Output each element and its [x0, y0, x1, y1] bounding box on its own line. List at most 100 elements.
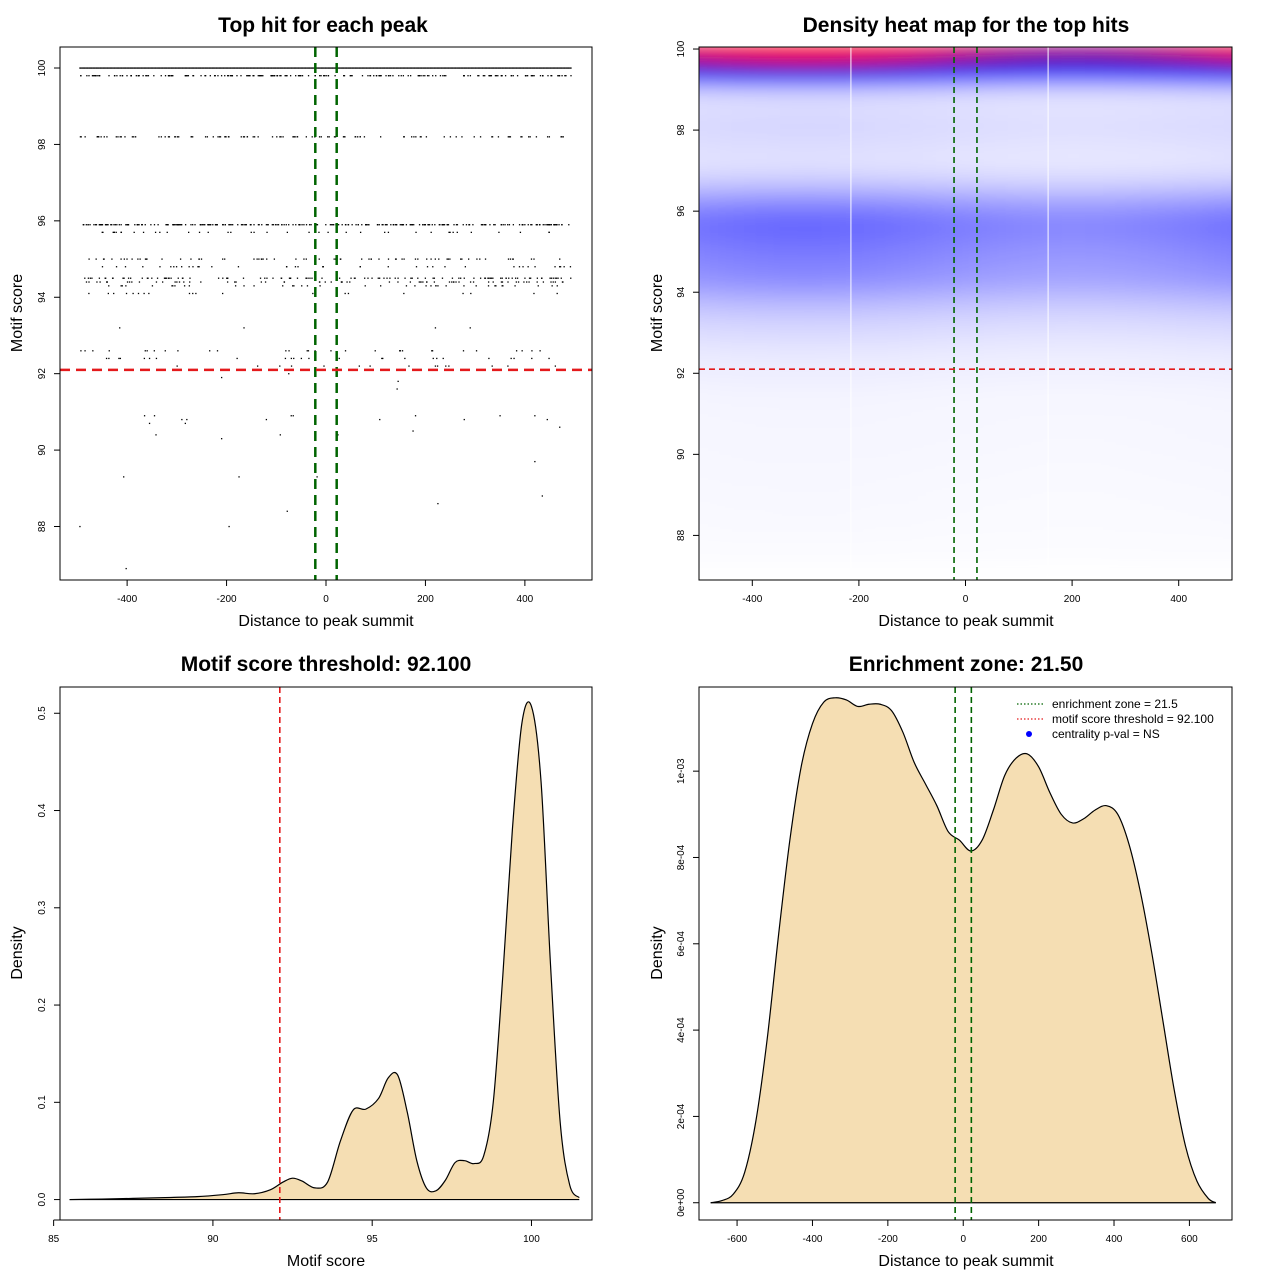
scatter-point — [174, 67, 176, 69]
heatmap-cell — [1109, 294, 1135, 303]
heatmap-cell — [773, 454, 799, 463]
scatter-point — [116, 67, 119, 69]
scatter-point — [284, 67, 286, 69]
heatmap-cell — [845, 442, 871, 451]
heatmap-cell — [821, 63, 847, 72]
heatmap-cell — [1061, 176, 1087, 185]
heatmap-cell — [1109, 401, 1135, 410]
scatter-point — [97, 75, 99, 77]
heatmap-cell — [821, 531, 847, 540]
heatmap-cell — [1037, 223, 1063, 232]
scatter-point — [195, 67, 197, 69]
scatter-point — [382, 224, 384, 226]
y-tick-label: 92 — [37, 368, 48, 380]
scatter-point — [88, 258, 90, 260]
heatmap-cell — [917, 436, 943, 445]
heatmap-cell — [917, 519, 943, 528]
scatter-point — [498, 231, 500, 234]
heatmap-cell — [1133, 318, 1159, 327]
heatmap-cell — [1133, 306, 1159, 315]
scatter-point — [192, 266, 194, 268]
heatmap-cell — [989, 383, 1015, 392]
heatmap-cell — [1109, 543, 1135, 552]
heatmap-cell — [797, 152, 823, 161]
heatmap-reference-lines — [699, 47, 1232, 580]
heatmap-cell — [989, 377, 1015, 386]
heatmap-cell — [1229, 330, 1232, 339]
heatmap-cell — [893, 128, 919, 137]
scatter-point — [462, 67, 464, 69]
heatmap-cell — [1109, 513, 1135, 522]
scatter-point — [556, 292, 558, 295]
scatter-point — [126, 75, 128, 77]
heatmap-cell — [821, 336, 847, 345]
heatmap-cell — [1133, 383, 1159, 392]
distance-density-reference-lines — [954, 687, 973, 1220]
heatmap-cell — [893, 573, 919, 580]
scatter-point — [446, 224, 449, 226]
heatmap-cell — [1085, 442, 1111, 451]
heatmap-cell — [699, 507, 703, 516]
heatmap-cell — [893, 223, 919, 232]
score-density-title: Motif score threshold: 92.100 — [181, 653, 472, 676]
x-tick-label: 200 — [1064, 594, 1081, 605]
heatmap-cell — [869, 194, 895, 202]
heatmap-cell — [989, 389, 1015, 398]
scatter-point — [260, 281, 262, 283]
scatter-point — [153, 75, 155, 77]
heatmap-cell — [821, 188, 847, 197]
heatmap-cell — [821, 312, 847, 321]
heatmap-cell — [989, 413, 1015, 422]
heatmap-cell — [989, 247, 1015, 256]
heatmap-cell — [699, 430, 703, 439]
heatmap-cell — [1013, 111, 1039, 120]
heatmap-cell — [773, 241, 799, 250]
heatmap-cell — [965, 377, 991, 386]
heatmap-cell — [701, 247, 727, 256]
heatmap-cell — [1013, 436, 1039, 445]
scatter-point — [137, 258, 139, 260]
heatmap-cell — [1157, 519, 1183, 528]
scatter-point — [333, 224, 335, 226]
scatter-point — [204, 67, 206, 69]
heatmap-cell — [1133, 466, 1159, 475]
heatmap-cell — [749, 259, 775, 268]
heatmap-cell — [797, 336, 823, 345]
heatmap-cell — [1085, 312, 1111, 321]
scatter-point — [330, 350, 332, 352]
y-tick-label: 90 — [676, 448, 687, 460]
scatter-point — [217, 277, 220, 279]
scatter-point — [127, 277, 130, 279]
heatmap-cell — [749, 105, 775, 114]
heatmap-cell — [821, 425, 847, 433]
heatmap-cell — [1037, 377, 1063, 386]
heatmap-cell — [1085, 294, 1111, 303]
heatmap-cell — [1157, 199, 1183, 208]
scatter-point — [428, 224, 431, 226]
heatmap-cell — [845, 211, 871, 220]
scatter-point — [516, 67, 518, 69]
scatter-point — [341, 67, 344, 69]
scatter-point — [484, 277, 486, 279]
heatmap-cell — [1085, 348, 1111, 356]
heatmap-cell — [1157, 413, 1183, 422]
scatter-point — [430, 258, 432, 260]
heatmap-cell — [845, 318, 871, 327]
scatter-point — [106, 281, 108, 283]
scatter-point — [490, 75, 493, 77]
heatmap-cell — [1229, 430, 1232, 439]
scatter-point — [456, 231, 458, 234]
heatmap-cell — [701, 466, 727, 475]
heatmap-cell — [989, 87, 1015, 96]
heatmap-cell — [701, 265, 727, 274]
heatmap-cell — [699, 531, 703, 540]
scatter-point — [490, 277, 493, 279]
heatmap-cell — [845, 371, 871, 380]
heatmap-cell — [965, 259, 991, 268]
scatter-point — [210, 67, 212, 69]
scatter-point — [166, 224, 168, 226]
heatmap-cell — [701, 472, 727, 481]
heatmap-cell — [1037, 537, 1063, 546]
heatmap-cell — [869, 134, 895, 143]
heatmap-cell — [1205, 525, 1231, 534]
